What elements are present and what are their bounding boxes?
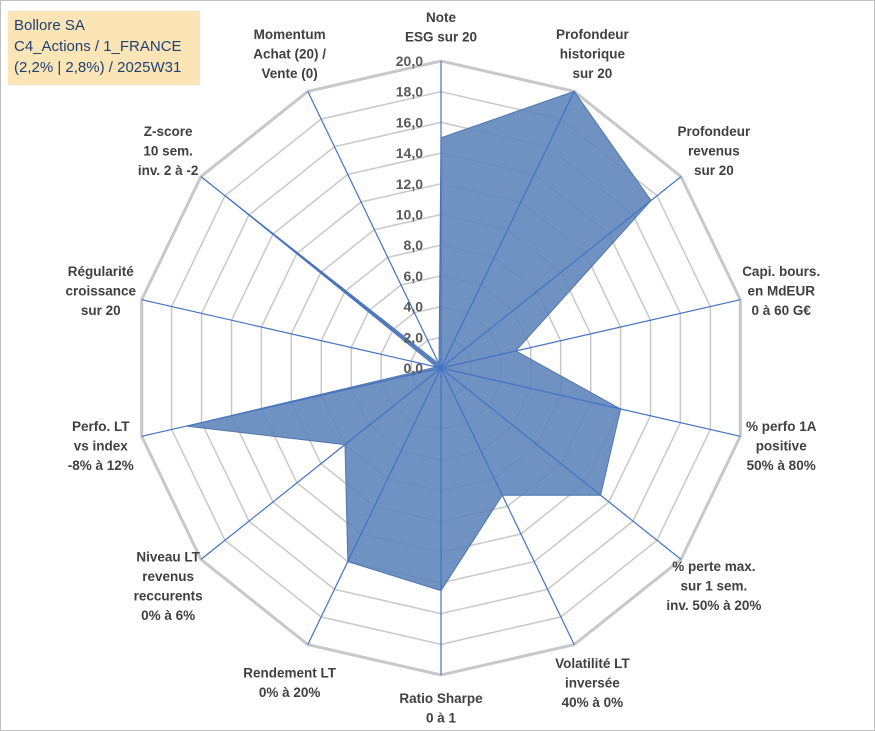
axis-labels: Note ESG sur 20 Profondeur historique sur 20… <box>66 10 821 726</box>
tick-label: 2,0 <box>404 329 424 345</box>
axis-spoke <box>440 367 682 560</box>
tick-label: 6,0 <box>404 268 424 284</box>
tick-label: 10,0 <box>396 207 423 223</box>
tick-label: 8,0 <box>404 237 424 253</box>
axis-label: Capi. bours. en MdEUR 0 à 60 G€ <box>742 264 820 318</box>
tick-label: 4,0 <box>404 299 424 315</box>
axis-label: % perfo 1A positive 50% à 80% <box>746 419 817 473</box>
tick-label: 0,0 <box>404 360 424 376</box>
axis-spoke <box>200 176 442 369</box>
axis-spoke <box>440 91 575 369</box>
tick-label: 20,0 <box>396 53 423 69</box>
tick-labels: 0,0 2,0 4,0 6,0 8,0 10,0 12,0 14,0 16,0 18,0 20,0 <box>396 53 423 376</box>
axis-label: Profondeur historique sur 20 <box>556 27 629 81</box>
axis-spoke <box>307 91 442 369</box>
axis-label: Profondeur revenus sur 20 <box>678 124 751 178</box>
axis-label: Niveau LT revenus reccurents 0% à 6% <box>134 549 203 623</box>
tick-label: 18,0 <box>396 84 423 100</box>
axis-spoke <box>440 367 575 645</box>
axis-label: Volatilité LT inversée 40% à 0% <box>555 656 630 710</box>
axis-spoke <box>141 299 442 369</box>
axis-label: Momentum Achat (20) / Vente (0) <box>253 27 326 81</box>
axis-label: % perte max. sur 1 sem. inv. 50% à 20% <box>666 559 761 613</box>
axis-label: Perfo. LT vs index -8% à 12% <box>68 419 134 473</box>
axis-spoke <box>307 367 442 645</box>
tick-label: 14,0 <box>396 145 423 161</box>
axis-spoke <box>440 176 682 369</box>
axis-spoke <box>440 367 741 437</box>
title-company: Bollore SA <box>14 17 85 34</box>
tick-label: 12,0 <box>396 176 423 192</box>
axis-label: Z-score 10 sem. inv. 2 à -2 <box>138 124 199 178</box>
axis-label: Ratio Sharpe 0 à 1 <box>399 691 483 726</box>
axis-spoke <box>141 367 442 437</box>
axis-spoke <box>440 299 741 369</box>
axis-label: Rendement LT 0% à 20% <box>243 666 337 701</box>
axis-lines <box>141 61 741 675</box>
axis-label: Régularité croissance sur 20 <box>66 264 137 318</box>
axis-spoke <box>200 367 442 560</box>
tick-label: 16,0 <box>396 114 423 130</box>
title-category: C4_Actions / 1_FRANCE <box>14 38 182 55</box>
axis-label: Note ESG sur 20 <box>405 10 477 45</box>
title-period: (2,2% | 2,8%) / 2025W31 <box>14 59 182 76</box>
title-box: Bollore SA C4_Actions / 1_FRANCE (2,2% |… <box>8 11 200 85</box>
